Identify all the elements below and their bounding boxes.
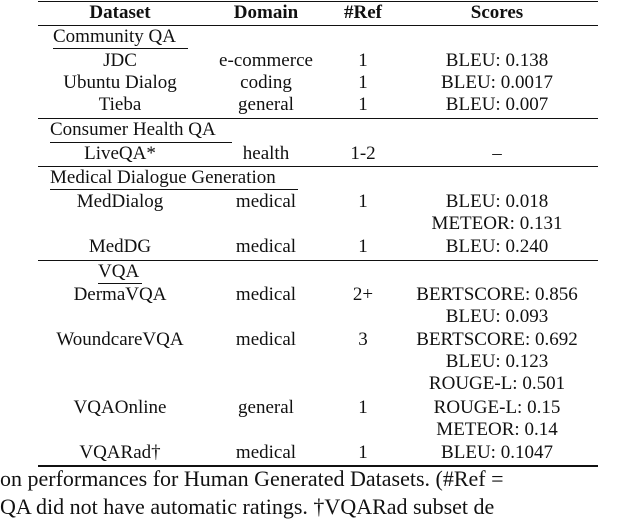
- table-cell-dataset: JDC: [103, 50, 137, 71]
- table-cell-dataset: MedDialog: [76, 191, 164, 212]
- table-caption-line-2: QA did not have automatic ratings. †VQAR…: [0, 494, 495, 519]
- table-cell-domain: health: [242, 143, 290, 164]
- table-bottom-rule: [38, 465, 598, 467]
- table-cell-score: BLEU: 0.240: [445, 236, 549, 257]
- table-cell-dataset: VQARad†: [79, 442, 161, 463]
- table-cell-dataset: MedDG: [88, 236, 152, 257]
- table-cell-ref: 1: [358, 397, 368, 418]
- table-cell-score: –: [492, 143, 502, 164]
- table-cell-ref: 1: [358, 442, 368, 463]
- table-cell-ref: 1: [358, 191, 368, 212]
- section-underline: [50, 142, 232, 143]
- table-cell-score: BLEU: 0.123: [445, 351, 549, 372]
- table-cell-dataset: LiveQA*: [84, 143, 156, 164]
- table-cell-score: BLEU: 0.018: [445, 191, 549, 212]
- table-cell-domain: coding: [240, 72, 292, 93]
- table-cell-dataset: WoundcareVQA: [56, 329, 184, 350]
- section-rule: [38, 118, 598, 119]
- table-cell-score: BLEU: 0.1047: [441, 442, 553, 463]
- table-cell-ref: 2+: [352, 284, 374, 305]
- table-cell-score: BERTSCORE: 0.856: [416, 284, 578, 305]
- section-title: Consumer Health QA: [50, 119, 216, 140]
- section-title: Medical Dialogue Generation: [50, 167, 276, 188]
- table-cell-domain: medical: [235, 284, 297, 305]
- table-cell-ref: 1: [358, 236, 368, 257]
- section-title: VQA: [98, 261, 140, 282]
- header-ref: #Ref: [344, 2, 382, 23]
- table-cell-domain: medical: [235, 442, 297, 463]
- table-cell-score: METEOR: 0.14: [436, 419, 558, 440]
- table-cell-ref: 3: [358, 329, 368, 350]
- table-caption-line-1: on performances for Human Generated Data…: [0, 466, 504, 491]
- section-underline: [98, 283, 142, 284]
- table-cell-score: ROUGE-L: 0.501: [428, 373, 566, 394]
- table-cell-dataset: DermaVQA: [73, 284, 167, 305]
- table-cell-score: BLEU: 0.0017: [441, 72, 553, 93]
- table-cell-domain: general: [238, 397, 294, 418]
- header-dataset: Dataset: [89, 2, 151, 23]
- table-cell-ref: 1-2: [350, 143, 376, 164]
- section-rule: [38, 260, 598, 261]
- header-domain: Domain: [233, 2, 299, 23]
- table-cell-score: BLEU: 0.093: [445, 306, 549, 327]
- table-cell-domain: e-commerce: [219, 50, 313, 71]
- table-cell-domain: medical: [235, 191, 297, 212]
- table-cell-dataset: VQAOnline: [73, 397, 167, 418]
- header-top-rule: [38, 1, 598, 2]
- table-cell-score: BERTSCORE: 0.692: [416, 329, 578, 350]
- table-cell-score: BLEU: 0.138: [445, 50, 549, 71]
- table-cell-domain: medical: [235, 236, 297, 257]
- table-cell-ref: 1: [358, 94, 368, 115]
- section-underline: [50, 189, 298, 190]
- table-cell-ref: 1: [358, 50, 368, 71]
- table-cell-domain: general: [238, 94, 294, 115]
- section-rule: [38, 166, 598, 167]
- table-cell-ref: 1: [358, 72, 368, 93]
- section-underline: [53, 48, 188, 49]
- table-cell-dataset: Tieba: [98, 94, 142, 115]
- header-bottom-rule: [38, 25, 598, 26]
- table-cell-score: ROUGE-L: 0.15: [433, 397, 561, 418]
- table-cell-score: METEOR: 0.131: [431, 213, 563, 234]
- table-cell-dataset: Ubuntu Dialog: [63, 72, 177, 93]
- table-cell-domain: medical: [235, 329, 297, 350]
- header-scores: Scores: [470, 2, 524, 23]
- section-title: Community QA: [53, 26, 176, 47]
- table-cell-score: BLEU: 0.007: [445, 94, 549, 115]
